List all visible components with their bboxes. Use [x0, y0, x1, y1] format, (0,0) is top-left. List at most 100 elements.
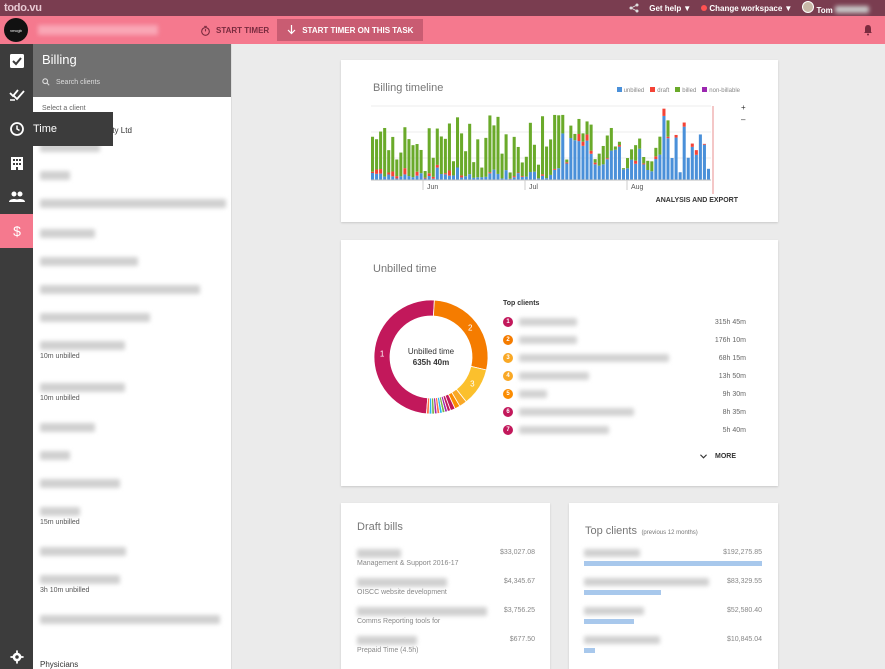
timeline-bar-segment — [427, 173, 431, 177]
billing-timeline-card: Billing timeline unbilled draft billed non-… — [341, 60, 778, 222]
timeline-bar-segment — [654, 156, 658, 160]
unbilled-donut-chart[interactable]: 1 2 3 — [371, 297, 491, 417]
start-timer-on-task-button[interactable]: START TIMER ON THIS TASK — [277, 19, 424, 41]
client-item[interactable] — [33, 171, 231, 189]
timeline-bar-segment — [403, 127, 407, 169]
more-button[interactable]: MORE — [700, 453, 736, 460]
rail-item-people[interactable] — [0, 180, 33, 214]
timeline-bar-segment — [658, 154, 662, 180]
top-client-row[interactable]: 4 13h 50m — [503, 367, 746, 385]
top-client-bar-row[interactable]: $52,580.40 — [584, 607, 762, 636]
client-item[interactable] — [33, 199, 231, 217]
top-client-bar-row[interactable]: $10,845.04 — [584, 636, 762, 665]
share-icon[interactable] — [629, 3, 639, 13]
timeline-bar-segment — [702, 143, 706, 145]
timeline-bar-segment — [658, 136, 662, 155]
timeline-bar-segment — [375, 169, 379, 174]
client-item[interactable] — [33, 423, 231, 441]
top-client-bar-row[interactable]: $192,275.85 — [584, 549, 762, 578]
client-item[interactable] — [33, 615, 231, 633]
client-item[interactable]: 10m unbilled — [33, 341, 231, 371]
zoom-in-button[interactable]: + — [741, 103, 746, 112]
top-client-row[interactable]: 7 5h 40m — [503, 421, 746, 439]
rail-item-companies[interactable] — [0, 146, 33, 180]
timeline-bar-segment — [694, 154, 698, 180]
client-revenue: $83,329.55 — [726, 578, 762, 585]
bill-client-redacted — [357, 549, 401, 558]
draft-bill-row[interactable]: Prepaid Time (4.5h) $677.50 — [357, 636, 535, 665]
timeline-bar-segment — [476, 177, 480, 180]
zoom-out-button[interactable]: – — [741, 115, 746, 124]
timeline-bar-segment — [565, 159, 569, 163]
billing-timeline-chart[interactable]: Jun Jul Aug + – — [371, 102, 751, 252]
timeline-bar-segment — [682, 126, 686, 180]
timeline-bar-segment — [435, 128, 439, 165]
change-workspace-menu[interactable]: Change workspace ▼ — [701, 4, 792, 13]
client-item[interactable] — [33, 285, 231, 303]
timeline-bar-segment — [690, 146, 694, 180]
top-client-row[interactable]: 5 9h 30m — [503, 385, 746, 403]
timeline-bar-segment — [581, 141, 585, 146]
rail-item-time[interactable] — [0, 112, 33, 146]
client-item[interactable] — [33, 479, 231, 497]
settings-button[interactable] — [0, 645, 33, 669]
client-name-redacted — [40, 143, 100, 152]
timeline-bar-segment — [650, 171, 654, 180]
start-timer-button[interactable]: START TIMER — [200, 25, 269, 36]
client-item[interactable] — [33, 547, 231, 565]
top-client-row[interactable]: 6 8h 35m — [503, 403, 746, 421]
draft-bill-row[interactable]: Comms Reporting tools for $3,756.25 — [357, 607, 535, 636]
timeline-bar-segment — [565, 162, 569, 164]
month-label: Aug — [631, 184, 644, 191]
donut-slice[interactable] — [373, 299, 435, 415]
client-item[interactable]: 15m unbilled — [33, 507, 231, 537]
timeline-bar-segment — [702, 144, 706, 180]
client-item[interactable] — [33, 451, 231, 469]
user-menu[interactable]: Tom — [802, 1, 869, 15]
app-logo[interactable]: todo.vu — [4, 2, 42, 14]
bill-amount: $3,756.25 — [503, 607, 535, 614]
timeline-bar-segment — [654, 147, 658, 157]
rail-item-tasks[interactable] — [0, 44, 33, 78]
client-item[interactable] — [33, 143, 231, 161]
top-client-bar-row[interactable]: $83,329.55 — [584, 578, 762, 607]
top-clients-rows: 1 315h 45m 2 176h 10m 3 68h 15m 4 13h 50m 5 9h 30… — [503, 313, 746, 439]
rank-badge: 5 — [503, 389, 513, 399]
workspace-logo[interactable]: vmcgb — [4, 18, 28, 42]
search-icon — [42, 78, 50, 86]
timeline-bar-segment — [642, 156, 646, 164]
top-client-row[interactable]: 2 176h 10m — [503, 331, 746, 349]
tooltip-label: Time — [33, 123, 58, 135]
avatar — [802, 1, 815, 13]
timeline-bar-segment — [423, 178, 427, 180]
client-unbilled: 3h 10m unbilled — [40, 587, 90, 594]
rank-badge: 2 — [503, 335, 513, 345]
client-item[interactable] — [33, 229, 231, 247]
client-item-last[interactable]: Physicians — [40, 660, 79, 669]
draft-bill-row[interactable]: OISCC website development $4,345.67 — [357, 578, 535, 607]
client-item-first[interactable]: Pty Ltd — [107, 126, 231, 135]
client-item[interactable] — [33, 257, 231, 275]
top-client-row[interactable]: 1 315h 45m — [503, 313, 746, 331]
client-name-redacted — [40, 285, 200, 294]
get-help-label: Get help — [649, 3, 682, 13]
timeline-bar-segment — [617, 146, 621, 180]
client-item[interactable]: 3h 10m unbilled — [33, 575, 231, 605]
timeline-bar-segment — [447, 175, 451, 180]
bell-icon[interactable] — [863, 24, 873, 36]
timeline-bar-segment — [379, 131, 383, 170]
client-name-redacted — [40, 383, 125, 392]
client-item[interactable]: 10m unbilled — [33, 383, 231, 413]
draft-bill-row[interactable]: Management & Support 2016-17 $33,027.08 — [357, 549, 535, 578]
analysis-and-export-button[interactable]: ANALYSIS AND EXPORT — [655, 197, 738, 204]
get-help-menu[interactable]: Get help ▼ — [649, 4, 691, 13]
rail-item-checklist[interactable] — [0, 78, 33, 112]
search-input[interactable]: Search clients — [42, 78, 222, 86]
client-item[interactable] — [33, 313, 231, 331]
timeline-bar-segment — [480, 177, 484, 180]
timeline-bar-segment — [423, 177, 427, 179]
top-client-row[interactable]: 3 68h 15m — [503, 349, 746, 367]
donut-slice[interactable] — [426, 397, 431, 415]
rail-item-billing[interactable]: $ — [0, 214, 33, 248]
timeline-bar-segment — [460, 177, 464, 180]
